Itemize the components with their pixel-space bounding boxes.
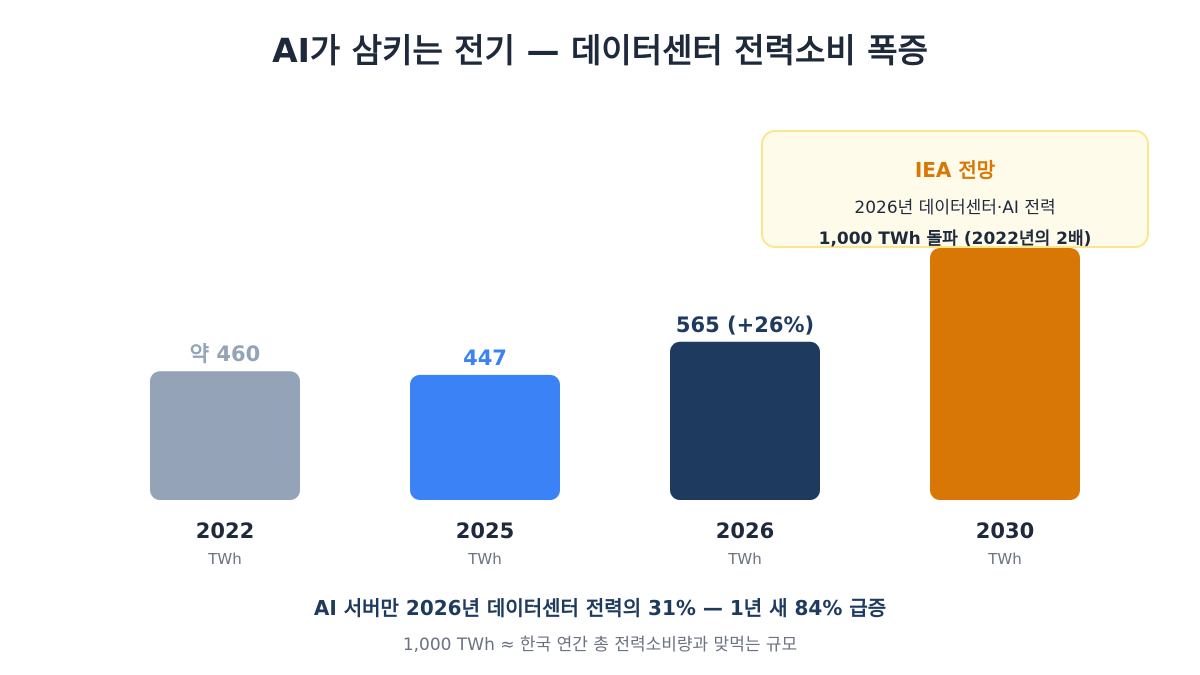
bar-2025	[410, 374, 560, 500]
callout-line-1: 2026년 데이터센터·AI 전력	[854, 198, 1056, 218]
iea-forecast-callout: IEA 전망 2026년 데이터센터·AI 전력 1,000 TWh 돌파 (2…	[761, 130, 1149, 249]
bar-2022	[150, 371, 300, 500]
category-label-2026: 2026	[716, 519, 774, 543]
category-label-2030: 2030	[976, 519, 1034, 543]
unit-label-2025: TWh	[467, 550, 502, 568]
unit-label-2026: TWh	[727, 550, 762, 568]
unit-label-2022: TWh	[207, 550, 242, 568]
bar-chart: 약 460 2022 TWh 447 2025 TWh 565 (+26%) 2026 TWh 2…	[150, 248, 1080, 568]
value-label-2025: 447	[463, 346, 507, 370]
bar-2026	[670, 341, 820, 500]
bar-2030	[930, 248, 1080, 500]
category-label-2022: 2022	[196, 519, 254, 543]
value-label-2022: 약 460	[190, 342, 260, 366]
category-label-2025: 2025	[456, 519, 514, 543]
value-label-2026: 565 (+26%)	[676, 313, 814, 337]
callout-title: IEA 전망	[914, 158, 996, 182]
chart-title: AI가 삼키는 전기 — 데이터센터 전력소비 폭증	[272, 31, 928, 70]
unit-label-2030: TWh	[987, 550, 1022, 568]
footer-note: 1,000 TWh ≈ 한국 연간 총 전력소비량과 맞먹는 규모	[402, 635, 798, 655]
footer-headline: AI 서버만 2026년 데이터센터 전력의 31% — 1년 새 84% 급증	[313, 596, 887, 620]
callout-line-2: 1,000 TWh 돌파 (2022년의 2배)	[818, 229, 1092, 249]
